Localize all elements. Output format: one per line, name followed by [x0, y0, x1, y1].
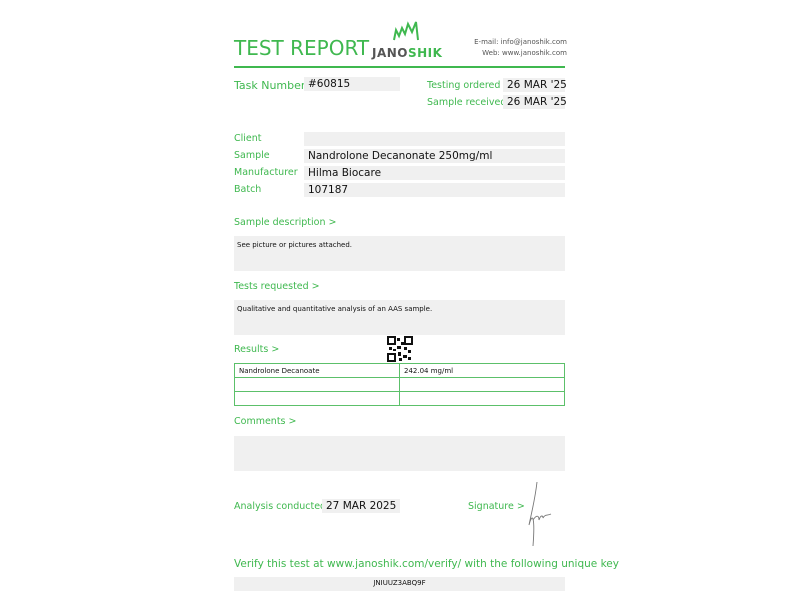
signature-label: Signature >	[468, 501, 525, 512]
sample-received-label: Sample received >	[427, 97, 518, 108]
verify-key: JNIUUZ3ABQ9F	[234, 577, 565, 591]
testing-ordered-value: 26 MAR '25	[503, 78, 567, 92]
logo-chart-icon	[393, 21, 419, 41]
table-row	[234, 391, 565, 406]
report-title: TEST REPORT	[234, 36, 370, 60]
header-email: E-mail: info@janoshik.com	[474, 38, 567, 46]
signature-image	[528, 481, 552, 547]
results-table: Nandrolone Decanoate 242.04 mg/ml	[234, 363, 565, 406]
comments-text	[234, 436, 565, 471]
qr-code-icon	[387, 336, 413, 362]
header-web: Web: www.janoshik.com	[482, 49, 567, 57]
sample-fields: Client Sample Nandrolone Decanonate 250mg…	[234, 130, 565, 198]
results-label: Results >	[234, 344, 280, 355]
task-number-value: #60815	[304, 77, 400, 91]
table-row: Nandrolone Decanoate 242.04 mg/ml	[234, 363, 565, 378]
janoshik-logo: JANOSHIK	[372, 20, 442, 60]
sample-description-label: Sample description >	[234, 217, 337, 228]
field-sample: Sample Nandrolone Decanonate 250mg/ml	[234, 147, 565, 164]
sample-description-text: See picture or pictures attached.	[234, 236, 565, 271]
verify-text: Verify this test at www.janoshik.com/ver…	[234, 558, 619, 570]
tests-requested-text: Qualitative and quantitative analysis of…	[234, 300, 565, 335]
field-manufacturer: Manufacturer Hilma Biocare	[234, 164, 565, 181]
sample-received-value: 26 MAR '25	[503, 95, 567, 109]
analysis-conducted-value: 27 MAR 2025	[322, 499, 400, 513]
table-row	[234, 377, 565, 392]
analysis-conducted-label: Analysis conducted >	[234, 501, 338, 512]
comments-label: Comments >	[234, 416, 297, 427]
task-number-label: Task Number	[234, 79, 306, 92]
header-divider	[234, 66, 565, 68]
field-batch: Batch 107187	[234, 181, 565, 198]
field-client: Client	[234, 130, 565, 147]
testing-ordered-label: Testing ordered >	[427, 80, 512, 91]
tests-requested-label: Tests requested >	[234, 281, 320, 292]
